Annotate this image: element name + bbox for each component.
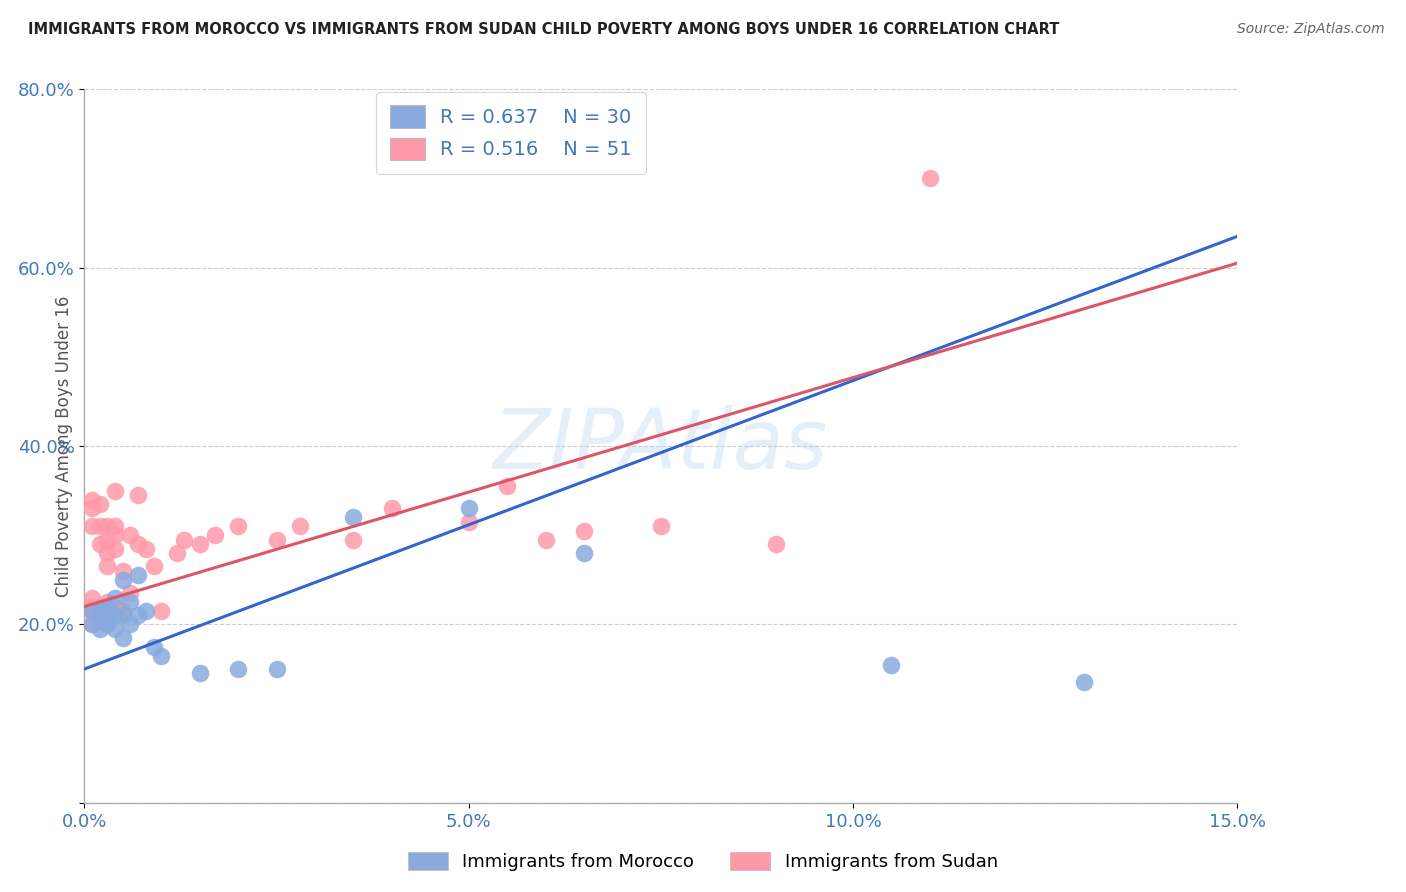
Point [142,640,165,654]
Point [104,541,127,556]
Point [80,617,103,632]
Point [96,559,118,574]
Point [226,662,249,676]
Point [120,528,142,542]
Point [80,604,103,618]
Point [104,528,127,542]
Point [135,541,157,556]
Point [104,519,127,533]
Point [173,533,195,547]
Text: Source: ZipAtlas.com: Source: ZipAtlas.com [1237,22,1385,37]
Point [89,604,111,618]
Point [104,591,127,605]
Point [80,492,103,507]
Legend: R = 0.637    N = 30, R = 0.516    N = 51: R = 0.637 N = 30, R = 0.516 N = 51 [377,92,645,174]
Point [96,599,118,614]
Point [104,599,127,614]
Point [1073,675,1095,690]
Point [96,533,118,547]
Point [288,519,311,533]
Point [80,604,103,618]
Point [120,617,142,632]
Point [226,519,249,533]
Point [127,568,149,582]
Point [572,546,595,560]
Point [89,622,111,636]
Point [96,617,118,632]
Text: IMMIGRANTS FROM MOROCCO VS IMMIGRANTS FROM SUDAN CHILD POVERTY AMONG BOYS UNDER : IMMIGRANTS FROM MOROCCO VS IMMIGRANTS FR… [28,22,1060,37]
Point [96,595,118,609]
Point [120,586,142,600]
Point [381,501,404,516]
Point [150,648,173,663]
Point [111,604,134,618]
Point [120,595,142,609]
Point [80,519,103,533]
Point [127,537,149,551]
Point [111,631,134,645]
Point [104,608,127,623]
Point [89,599,111,614]
Point [96,604,118,618]
Point [342,533,364,547]
Point [104,483,127,498]
Point [127,488,149,502]
Point [457,515,479,529]
Point [204,528,226,542]
Point [111,608,134,623]
Point [127,608,149,623]
Point [89,519,111,533]
Point [342,510,364,524]
Text: ZIPAtlas: ZIPAtlas [494,406,828,486]
Point [96,546,118,560]
Point [572,524,595,538]
Point [150,604,173,618]
Point [80,501,103,516]
Point [880,657,903,672]
Point [650,519,672,533]
Point [266,662,288,676]
Point [80,591,103,605]
Point [96,617,118,632]
Point [496,479,519,493]
Point [111,564,134,578]
Point [111,573,134,587]
Point [135,604,157,618]
Point [80,604,103,618]
Legend: Immigrants from Morocco, Immigrants from Sudan: Immigrants from Morocco, Immigrants from… [401,845,1005,879]
Point [188,666,211,681]
Point [89,537,111,551]
Point [188,537,211,551]
Point [96,613,118,627]
Point [104,622,127,636]
Point [534,533,557,547]
Point [89,608,111,623]
Point [96,519,118,533]
Point [166,546,188,560]
Point [457,501,479,516]
Point [918,171,941,186]
Point [142,559,165,574]
Point [89,497,111,511]
Point [96,604,118,618]
Y-axis label: Child Poverty Among Boys Under 16: Child Poverty Among Boys Under 16 [55,295,73,597]
Point [80,599,103,614]
Point [765,537,787,551]
Point [89,608,111,623]
Point [266,533,288,547]
Point [80,617,103,632]
